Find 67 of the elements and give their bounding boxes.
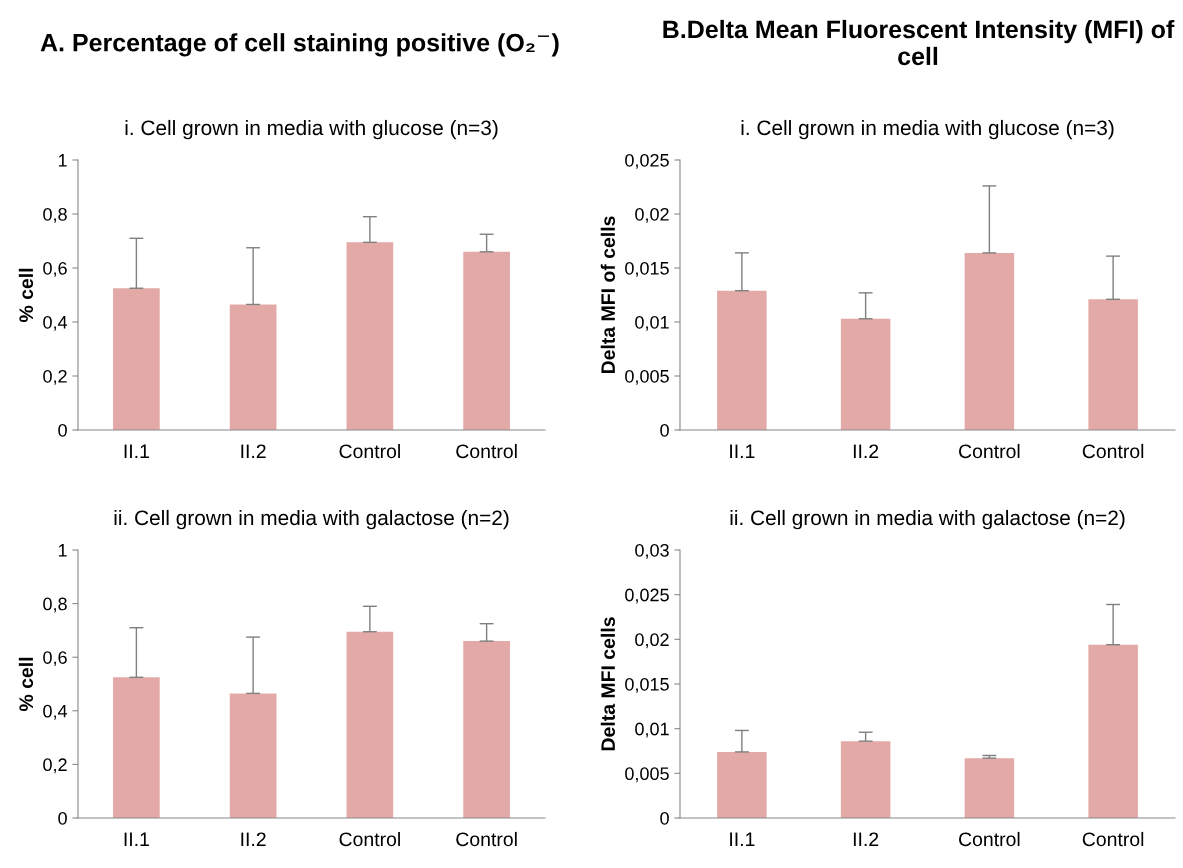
bar [964, 252, 1015, 430]
x-tick-label: Control [339, 831, 400, 847]
x-tick-label: II.2 [241, 832, 266, 846]
y-tick-label: 0 [660, 811, 669, 825]
y-tick-label: 0,025 [625, 153, 669, 169]
bar [717, 751, 767, 818]
y-tick-label: 0,4 [43, 315, 68, 331]
x-tick-label: Control [959, 831, 1020, 847]
bar [463, 641, 510, 818]
y-tick-label: 0,025 [625, 588, 669, 604]
y-tick-label: 0,8 [43, 207, 67, 223]
y-tick-label: 1 [58, 544, 67, 557]
y-tick-label: 0,005 [625, 369, 669, 385]
chart-title: ii. Cell grown in media with galactose (n=2) [114, 509, 509, 530]
x-tick-label: II.1 [124, 832, 149, 846]
x-tick-label: II.1 [730, 832, 755, 846]
x-tick-label: Control [339, 443, 400, 459]
y-tick-label: 0,015 [625, 677, 669, 693]
bar [463, 251, 510, 430]
x-tick-label: Control [1082, 831, 1144, 847]
y-axis-title: Delta MFI cells [600, 617, 616, 751]
text: A. Percentage of cell staining positive (O₂$^{−}$) [40, 33, 559, 57]
y-axis-title: Delta MFI of cells [600, 216, 616, 374]
x-tick-label: II.1 [124, 444, 149, 458]
y-tick-label: 0,02 [635, 207, 669, 223]
bar [1088, 644, 1138, 818]
y-tick-label: 0,03 [635, 543, 669, 559]
chart-title: i. Cell grown in media with glucose (n=3) [741, 119, 1114, 140]
y-tick-label: 0,015 [625, 261, 669, 277]
y-tick-label: 0,005 [625, 767, 669, 783]
chart-title: ii. Cell grown in media with galactose (n=2) [730, 509, 1125, 530]
x-tick-label: II.2 [853, 444, 879, 458]
y-tick-label: 0 [58, 811, 67, 825]
bar [229, 304, 277, 430]
y-tick-label: 0 [660, 423, 669, 437]
text: B.Delta Mean Fluorescent Intensity (MFI) of cell [663, 19, 1175, 66]
bar [113, 288, 160, 430]
bar [840, 318, 891, 430]
bar [346, 242, 394, 430]
y-tick-label: 0,01 [635, 315, 669, 331]
bar [346, 631, 394, 818]
y-tick-label: 0 [58, 423, 67, 437]
y-tick-label: 0,8 [43, 597, 67, 613]
bar [113, 677, 160, 818]
bar [964, 758, 1015, 818]
x-tick-label: Control [959, 443, 1020, 459]
x-tick-label: II.1 [730, 444, 755, 458]
y-tick-label: 1 [58, 154, 67, 167]
x-tick-label: Control [456, 831, 517, 847]
chart-title: i. Cell grown in media with glucose (n=3) [125, 119, 498, 140]
y-tick-label: 0,6 [43, 651, 67, 667]
bar [1088, 299, 1138, 430]
x-tick-label: Control [456, 443, 517, 459]
y-tick-label: 0,2 [43, 758, 67, 774]
x-tick-label: II.2 [853, 832, 879, 846]
bar [229, 693, 277, 818]
y-tick-label: 0,6 [43, 261, 67, 277]
bar [840, 741, 891, 818]
y-tick-label: 0,01 [635, 722, 669, 738]
x-tick-label: Control [1082, 443, 1144, 459]
y-tick-label: 0,02 [635, 633, 669, 649]
y-tick-label: 0,4 [43, 704, 68, 720]
y-axis-title: % cell [18, 657, 34, 712]
bar [717, 290, 767, 430]
y-tick-label: 0,2 [43, 369, 67, 385]
x-tick-label: II.2 [241, 444, 266, 458]
y-axis-title: % cell [18, 268, 34, 323]
